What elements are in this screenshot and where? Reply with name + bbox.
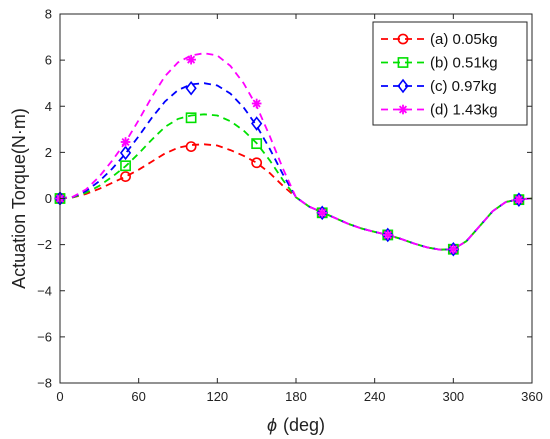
y-tick-label: 8 (45, 7, 52, 22)
data-point-1-3 (251, 138, 263, 150)
x-tick-label: 300 (442, 389, 464, 404)
x-tick-label: 360 (521, 389, 543, 404)
data-point-2-1 (119, 145, 132, 161)
asterisk-stroke (449, 245, 458, 254)
x-axis-label: ϕ (deg) (267, 415, 325, 435)
data-point-3-4 (317, 207, 328, 218)
y-tick-label: −4 (37, 283, 52, 298)
x-tick-label: 0 (56, 389, 63, 404)
diamond-marker (251, 116, 263, 131)
y-tick-label: 0 (45, 191, 52, 206)
asterisk-stroke (187, 55, 196, 64)
asterisk-stroke (121, 137, 130, 147)
circle-marker (185, 141, 197, 153)
data-point-3-6 (448, 244, 459, 255)
legend-label: (c) 0.97kg (430, 78, 497, 95)
y-tick-label: −8 (37, 376, 52, 391)
y-tick-label: 6 (45, 53, 52, 68)
square-marker (397, 57, 409, 68)
legend-item-1: (b) 0.51kg (381, 55, 498, 72)
legend-item-0: (a) 0.05kg (381, 31, 498, 48)
x-tick-label: 240 (364, 389, 386, 404)
legend-item-3: (d) 1.43kg (381, 102, 498, 119)
data-point-3-5 (382, 230, 393, 240)
legend-marker (397, 57, 409, 68)
legend-label: (a) 0.05kg (430, 31, 498, 48)
circle-marker (120, 171, 131, 182)
data-point-3-1 (120, 137, 131, 147)
data-point-0-2 (185, 141, 197, 153)
data-point-3-2 (186, 54, 196, 65)
x-axis-unit: (deg) (283, 415, 325, 435)
x-tick-label: 120 (206, 389, 228, 404)
x-tick-label: 60 (131, 389, 145, 404)
diamond-marker (397, 78, 409, 94)
y-tick-label: −2 (37, 237, 52, 252)
legend-marker (398, 104, 408, 115)
circle-marker (397, 33, 409, 45)
series-markers-3 (55, 54, 524, 255)
data-point-3-3 (251, 98, 262, 109)
legend-item-2: (c) 0.97kg (381, 78, 497, 95)
y-tick-label: 2 (45, 145, 52, 160)
data-point-1-1 (120, 160, 131, 172)
square-marker (120, 160, 131, 172)
y-tick-label: −6 (37, 329, 52, 344)
square-marker (185, 112, 197, 124)
asterisk-stroke (318, 208, 327, 217)
y-tick-label: 4 (45, 99, 52, 114)
data-point-0-3 (251, 157, 263, 169)
data-point-2-2 (185, 80, 197, 96)
diamond-marker (119, 145, 132, 161)
asterisk-stroke (514, 195, 523, 204)
y-axis-label: Actuation Torque(N·m) (9, 108, 29, 289)
x-axis-symbol: ϕ (267, 415, 277, 435)
data-point-0-1 (120, 171, 131, 182)
data-point-2-3 (251, 116, 263, 131)
x-tick-label: 180 (285, 389, 307, 404)
circle-marker (251, 157, 263, 169)
legend-marker (397, 33, 409, 45)
asterisk-stroke (252, 99, 261, 108)
diamond-marker (185, 80, 197, 96)
legend: (a) 0.05kg (b) 0.51kg (c) 0.97kg (d) 1.43kg (372, 21, 528, 126)
data-point-1-2 (185, 112, 197, 124)
asterisk-stroke (383, 230, 392, 239)
axes-layer: 0 60 120 180 240 300 360 −8 −6 −4 −2 0 2 4 6 8 ϕ (deg) Act… (9, 7, 543, 436)
asterisk-stroke (398, 105, 408, 114)
legend-marker (397, 78, 409, 94)
legend-label: (b) 0.51kg (430, 55, 498, 72)
data-point-3-7 (514, 194, 524, 205)
series-layer (54, 52, 533, 257)
legend-label: (d) 1.43kg (430, 102, 498, 119)
square-marker (251, 138, 263, 150)
